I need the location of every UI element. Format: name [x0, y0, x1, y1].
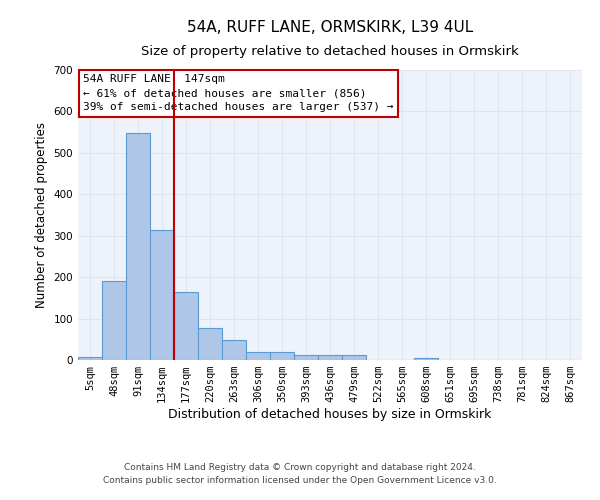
Text: Size of property relative to detached houses in Ormskirk: Size of property relative to detached ho… [141, 45, 519, 58]
Bar [78, 356, 102, 360]
Bar [150, 230, 174, 360]
Y-axis label: Number of detached properties: Number of detached properties [35, 122, 48, 308]
Bar [294, 354, 318, 360]
Bar [246, 352, 270, 360]
Text: 54A, RUFF LANE, ORMSKIRK, L39 4UL: 54A, RUFF LANE, ORMSKIRK, L39 4UL [187, 20, 473, 35]
Bar [270, 352, 294, 360]
Bar [174, 292, 198, 360]
Bar [126, 134, 150, 360]
Text: Contains HM Land Registry data © Crown copyright and database right 2024.
Contai: Contains HM Land Registry data © Crown c… [103, 464, 497, 485]
Bar [198, 328, 222, 360]
X-axis label: Distribution of detached houses by size in Ormskirk: Distribution of detached houses by size … [169, 408, 491, 421]
Bar [222, 340, 246, 360]
Bar [318, 354, 342, 360]
Bar [414, 358, 438, 360]
Text: 54A RUFF LANE: 147sqm
← 61% of detached houses are smaller (856)
39% of semi-det: 54A RUFF LANE: 147sqm ← 61% of detached … [83, 74, 394, 112]
Bar [342, 354, 366, 360]
Bar [102, 282, 126, 360]
